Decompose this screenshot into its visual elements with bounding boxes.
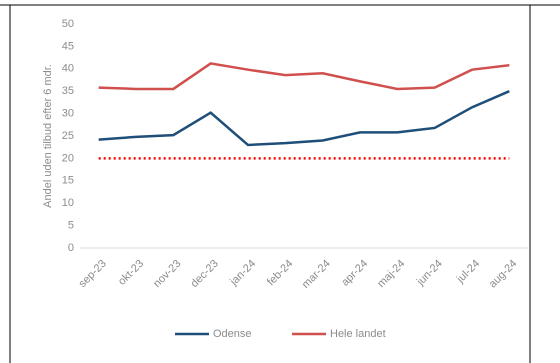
y-tick-label: 0 [68,242,74,254]
y-axis-label: Andel uden tilbud efter 6 mdr. [42,64,54,208]
x-tick-label: jan-24 [227,258,258,289]
y-tick-label: 35 [62,85,74,97]
x-tick-label: nov-23 [151,258,183,290]
series-line [98,90,510,147]
x-tick-label: maj-24 [375,258,407,290]
y-tick-label: 5 [68,220,74,232]
x-tick-label: apr-24 [339,258,370,289]
x-tick-label: aug-24 [487,258,520,291]
y-tick-label: 45 [62,40,74,52]
x-tick-label: jul-24 [454,258,482,286]
y-tick-label: 10 [62,197,74,209]
x-tick-label: mar-24 [300,258,333,291]
x-tick-label: jun-24 [414,258,445,289]
x-tick-label: sep-23 [77,258,109,290]
y-tick-label: 50 [62,18,74,30]
y-tick-label: 40 [62,63,74,75]
series-line [98,62,510,91]
x-tick-label: okt-23 [116,258,146,288]
legend-label: Hele landet [330,328,386,340]
y-tick-label: 20 [62,152,74,164]
y-tick-label: 25 [62,130,74,142]
x-tick-label: feb-24 [265,258,296,289]
y-tick-label: 15 [62,175,74,187]
legend-label: Odense [213,328,252,340]
y-tick-label: 30 [62,108,74,120]
x-tick-label: dec-23 [189,258,221,290]
